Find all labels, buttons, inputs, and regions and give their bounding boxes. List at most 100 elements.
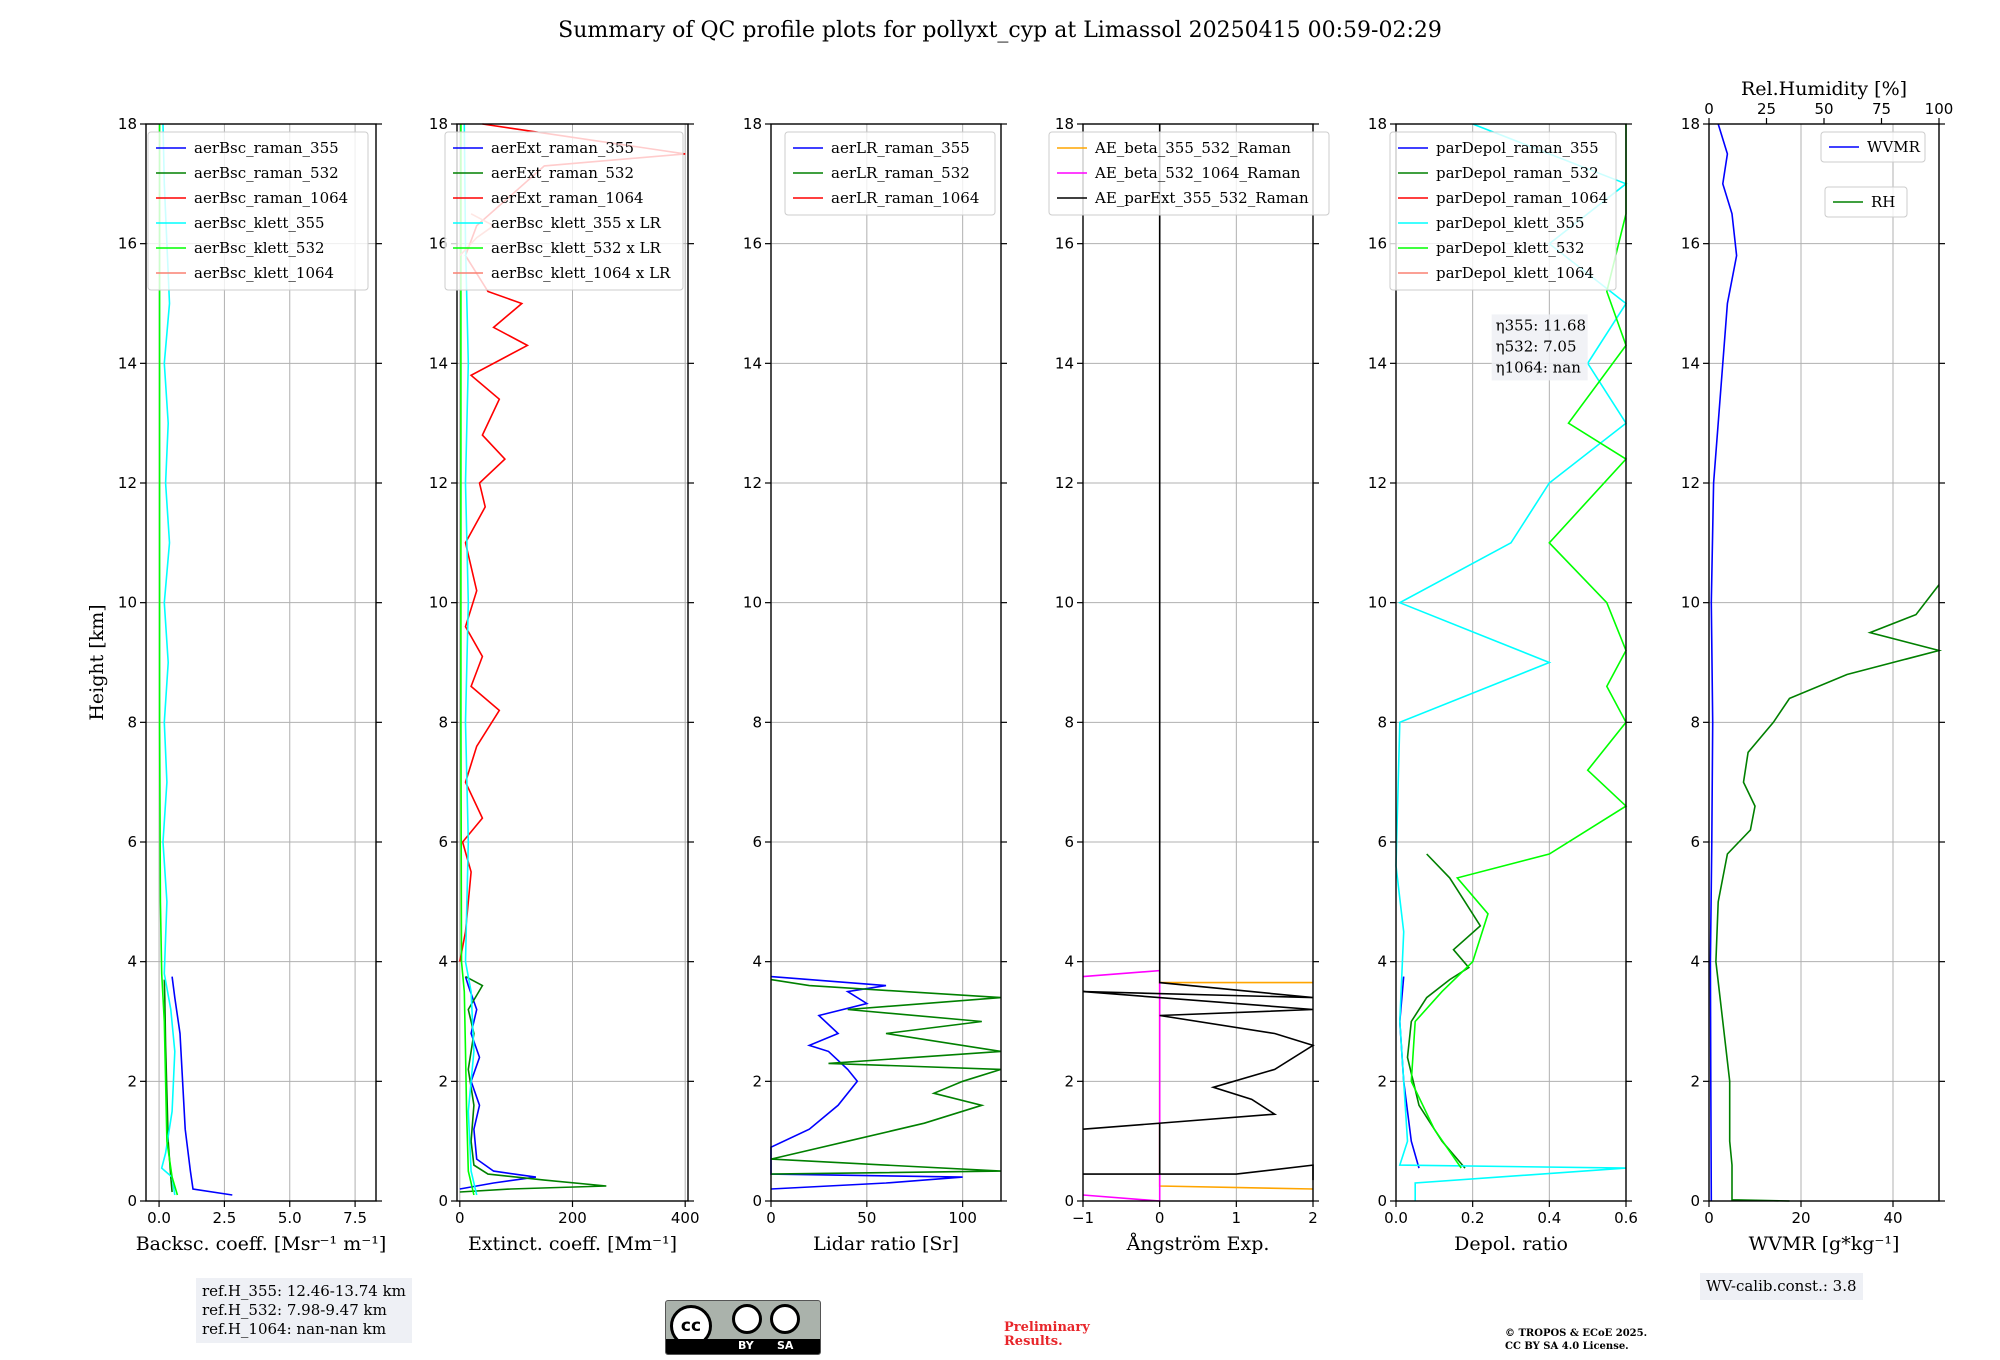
y-tick-label: 8 [127,713,137,731]
wv-calibration-box: WV-calib.const.: 3.8 [1700,1273,1863,1300]
x-tick-label: 40 [1883,1209,1902,1227]
y-tick-label: 4 [1690,953,1700,971]
x-tick-label: 0 [1155,1209,1165,1227]
legend-box [1820,131,1926,163]
attribution-icon [732,1304,762,1334]
y-tick-label: 16 [743,235,762,253]
legend-box [147,131,369,291]
legend-box [1048,131,1330,216]
legend-label: parDepol_klett_355 [1436,214,1585,232]
y-axis-label: Height [km] [86,604,108,720]
x-tick-label: 2.5 [212,1209,236,1227]
y-tick-label: 12 [1681,474,1700,492]
legend-box [444,131,684,291]
license-strip: BY SA [666,1339,820,1354]
series-line-aerext-raman-355 [459,976,537,1190]
x-tick-label: 50 [857,1209,876,1227]
legend-label: AE_beta_532_1064_Raman [1094,164,1301,182]
y-tick-label: 8 [1690,713,1700,731]
y-tick-label: 0 [752,1192,762,1210]
legend-label: aerBsc_klett_532 x LR [491,239,662,257]
x-tick-label: 0.2 [1461,1209,1485,1227]
x2-tick-label: 50 [1814,100,1833,118]
y-tick-label: 18 [743,115,762,133]
x-tick-label: 5.0 [278,1209,302,1227]
x-tick-label: 0 [455,1209,465,1227]
y-tick-label: 10 [429,594,448,612]
y-tick-label: 10 [1055,594,1074,612]
legend-label: aerBsc_klett_355 x LR [491,214,662,232]
panel-3: 0 2 4 6 8 10 12 14 16 18 0 50 100 Lidar ratio [Sr] aer… [743,115,1007,1255]
y-tick-label: 16 [1681,235,1700,253]
legend-rh: RH [1824,186,1908,218]
y-tick-label: 14 [1681,354,1700,372]
y-tick-label: 14 [429,354,448,372]
legend-label: aerBsc_klett_1064 x LR [491,264,671,282]
x-tick-label: −1 [1072,1209,1094,1227]
y-tick-label: 8 [752,713,762,731]
y-tick-label: 8 [1064,713,1074,731]
legend-label: aerExt_raman_1064 [491,189,644,207]
legend-label: parDepol_klett_532 [1436,239,1585,257]
y-tick-label: 14 [743,354,762,372]
x2-tick-label: 75 [1872,100,1891,118]
legend-label: aerLR_raman_532 [831,164,970,182]
y-tick-label: 18 [429,115,448,133]
x-axis-label: Ångström Exp. [1126,1233,1270,1255]
y-tick-label: 4 [127,953,137,971]
plot-frame [145,123,377,1202]
figure-title: Summary of QC profile plots for pollyxt_… [558,18,1442,43]
x-tick-label: 0.0 [1384,1209,1408,1227]
y-tick-label: 16 [429,235,448,253]
series-line-aerbsc-raman-355 [171,976,233,1196]
legend-label: aerExt_raman_532 [491,164,634,182]
legend-label: aerBsc_raman_1064 [194,189,348,207]
y-tick-label: 8 [1377,713,1387,731]
preliminary-note: Preliminary Results. [1004,1320,1090,1349]
creative-commons-by-sa-icon: cc BY SA [665,1300,821,1355]
y-tick-label: 2 [438,1072,448,1090]
legend-label: aerBsc_klett_1064 [194,264,334,282]
x-tick-label: 400 [671,1209,700,1227]
legend-label: parDepol_klett_1064 [1436,264,1594,282]
x-tick-label: 0.4 [1537,1209,1561,1227]
y-tick-label: 6 [1690,833,1700,851]
legend-label: aerBsc_raman_355 [194,139,339,157]
series-line-rh [1715,584,1943,1202]
legend-label: AE_beta_355_532_Raman [1094,139,1291,157]
x-tick-label: 20 [1791,1209,1810,1227]
plot-frame [770,123,1002,1202]
ref-height-1064: ref.H_1064: nan-nan km [202,1320,387,1338]
legend-wvmr: WVMR [1820,131,1926,163]
calibration-annotation: η355: 11.68 η532: 7.05 η1064: nan [1491,314,1588,381]
legend-label: AE_parExt_355_532_Raman [1094,189,1309,207]
annotation-line: η355: 11.68 [1496,316,1586,334]
series-line-pardepol-raman-532 [1406,853,1482,1169]
x-tick-label: 200 [558,1209,587,1227]
x-axis-label: Lidar ratio [Sr] [813,1233,959,1255]
x-tick-label: 0.6 [1614,1209,1638,1227]
legend-label: WVMR [1867,138,1921,156]
y-tick-label: 0 [127,1192,137,1210]
legend: parDepol_raman_355 parDepol_raman_532 parD… [1389,131,1617,291]
ref-height-532: ref.H_532: 7.98-9.47 km [202,1301,387,1319]
y-tick-label: 0 [1690,1192,1700,1210]
legend-label: parDepol_raman_355 [1436,139,1599,157]
y-tick-label: 14 [1055,354,1074,372]
by-label: BY [738,1339,754,1352]
y-tick-label: 0 [1064,1192,1074,1210]
y-tick-label: 4 [752,953,762,971]
y-tick-label: 12 [429,474,448,492]
y-tick-label: 2 [1690,1072,1700,1090]
panel-2: 0 2 4 6 8 10 12 14 16 18 0 200 400 Extinct. coeff. [M… [429,115,700,1255]
x-tick-label: 100 [948,1209,977,1227]
copyright-note: © TROPOS & ECoE 2025. CC BY SA 4.0 Licen… [1505,1328,1648,1352]
legend-label: aerLR_raman_1064 [831,189,979,207]
y-tick-label: 2 [752,1072,762,1090]
legend: aerExt_raman_355 aerExt_raman_532 aerExt_r… [444,131,684,291]
x2-tick-label: 25 [1757,100,1776,118]
legend-label: aerBsc_klett_355 [194,214,325,232]
x-tick-label: 0 [1704,1209,1714,1227]
